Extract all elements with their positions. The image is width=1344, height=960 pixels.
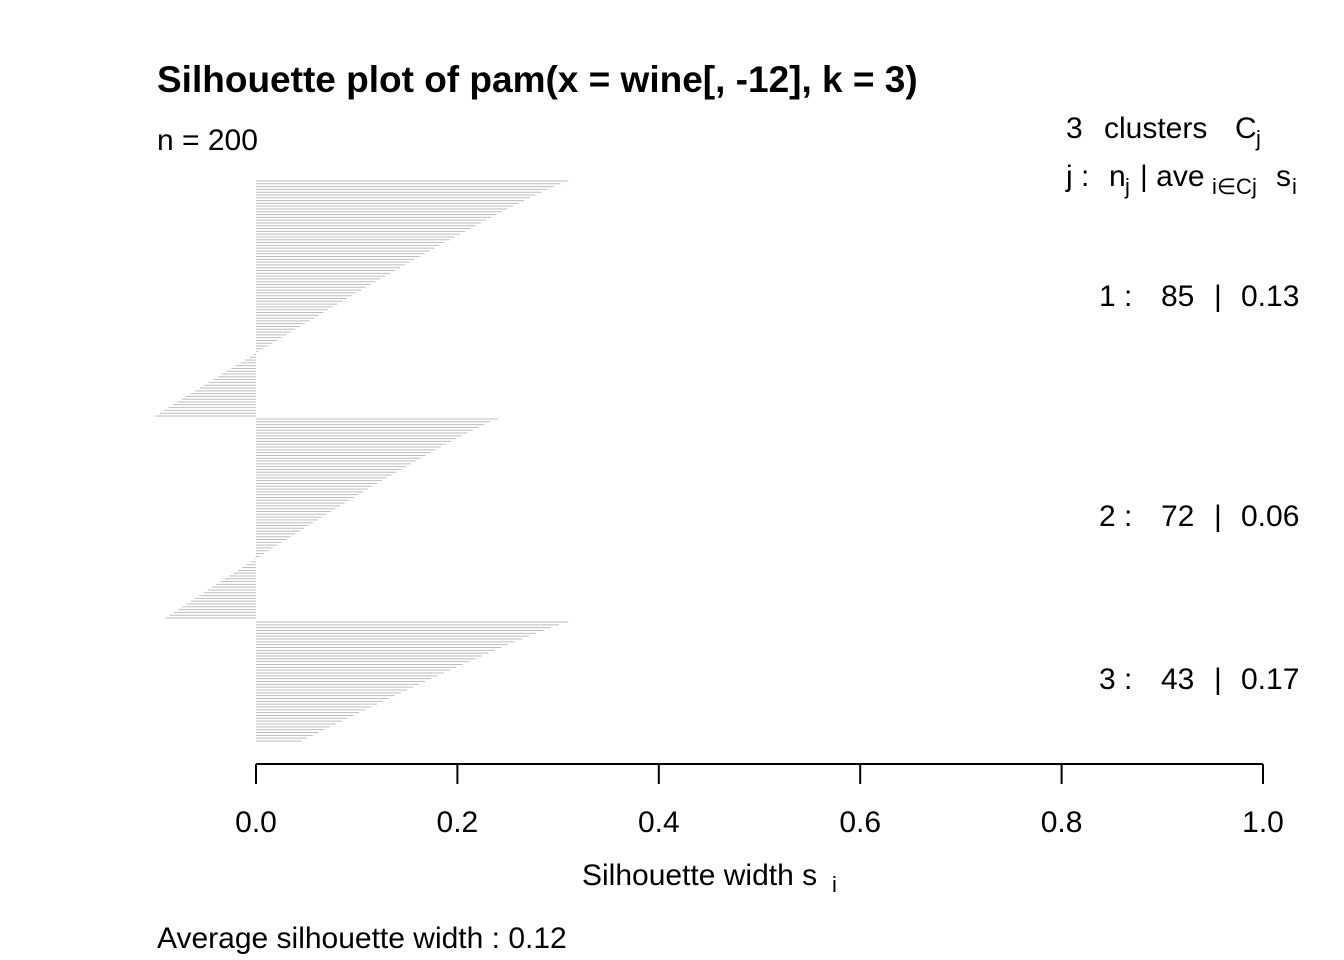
cluster-average: 0.13 <box>1241 280 1299 313</box>
x-axis-label-main: Silhouette width s <box>582 859 817 892</box>
cluster-row-2: 2 : 72 | 0.06 <box>1099 500 1299 533</box>
x-axis: 0.0 0.2 0.4 0.6 0.8 1.0 <box>235 763 1284 839</box>
cluster-separator: | <box>1214 663 1222 696</box>
legend-c-subscript: j <box>1255 126 1261 151</box>
cluster-3-bars <box>256 621 569 742</box>
legend-c-symbol: C <box>1235 112 1257 145</box>
average-width-footer: Average silhouette width : 0.12 <box>157 922 567 955</box>
x-axis-label-subscript: i <box>832 872 837 897</box>
cluster-id: 2 : <box>1099 500 1132 533</box>
x-tick-label: 0.8 <box>1041 806 1083 839</box>
legend-n-label: n <box>1109 160 1126 193</box>
x-tick-label: 0.2 <box>437 806 479 839</box>
cluster-average: 0.06 <box>1241 500 1299 533</box>
x-tick-label: 0.6 <box>839 806 881 839</box>
cluster-size: 85 <box>1161 280 1194 313</box>
cluster-row-1: 1 : 85 | 0.13 <box>1099 280 1299 313</box>
cluster-2-bars <box>165 418 498 619</box>
x-tick-label: 1.0 <box>1242 806 1284 839</box>
x-axis-label: Silhouette width s i <box>582 859 837 897</box>
legend-header: 3 clusters C j j : n j | ave i∈Cj s i <box>1065 112 1297 199</box>
cluster-separator: | <box>1214 500 1222 533</box>
legend-ave-label: | ave <box>1140 160 1205 193</box>
cluster-id: 1 : <box>1099 280 1132 313</box>
legend-n-subscript: j <box>1124 174 1130 199</box>
legend-s-label: s <box>1276 160 1291 193</box>
cluster-id: 3 : <box>1099 663 1132 696</box>
cluster-size: 72 <box>1161 500 1194 533</box>
legend-s-subscript: i <box>1292 174 1297 199</box>
chart-title: Silhouette plot of pam(x = wine[, -12], … <box>157 59 918 100</box>
x-tick-label: 0.0 <box>235 806 277 839</box>
n-label: n = 200 <box>157 124 258 157</box>
legend-ave-subscript: i∈Cj <box>1212 174 1257 199</box>
legend-cluster-count: 3 <box>1066 112 1083 145</box>
cluster-separator: | <box>1214 280 1222 313</box>
cluster-row-3: 3 : 43 | 0.17 <box>1099 663 1299 696</box>
silhouette-bars <box>155 180 569 742</box>
legend-j-label: j : <box>1065 160 1089 193</box>
cluster-size: 43 <box>1161 663 1194 696</box>
legend-clusters-word: clusters <box>1104 112 1207 145</box>
x-tick-label: 0.4 <box>638 806 680 839</box>
cluster-1-bars <box>155 180 569 417</box>
cluster-average: 0.17 <box>1241 663 1299 696</box>
